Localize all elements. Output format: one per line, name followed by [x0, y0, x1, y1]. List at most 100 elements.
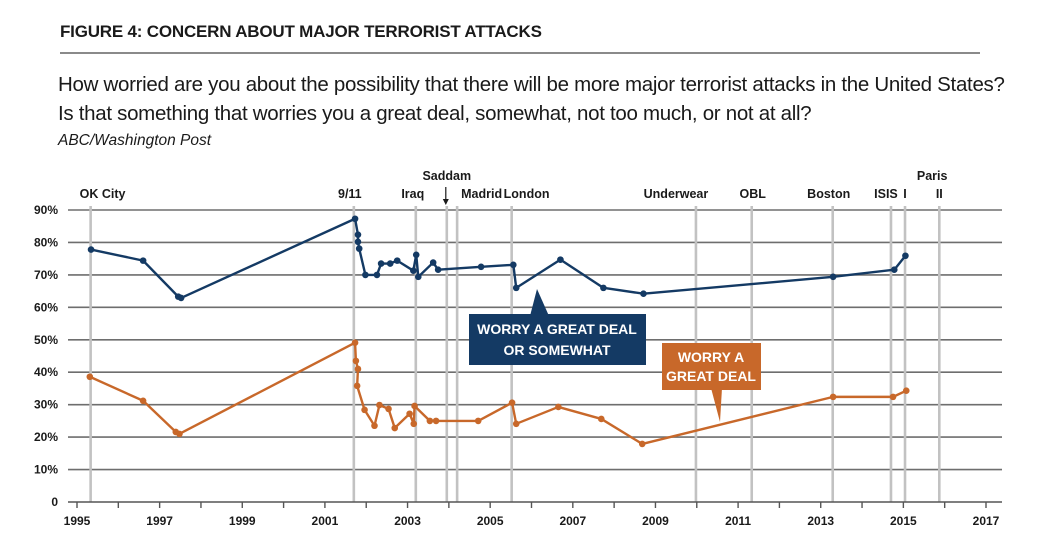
y-tick-label: 10%: [34, 463, 58, 477]
callout-pointer: [711, 388, 722, 422]
data-point: [512, 284, 520, 292]
data-point: [351, 339, 359, 346]
callout-pointer: [530, 289, 549, 316]
event-label: London: [504, 187, 550, 201]
callout-box-blue: [469, 314, 646, 365]
data-point: [406, 410, 413, 418]
data-point: [353, 382, 361, 390]
data-point: [557, 256, 564, 263]
data-point: [510, 261, 517, 269]
series: [86, 215, 910, 448]
data-point: [640, 290, 647, 298]
x-tick-label: 1995: [64, 514, 91, 528]
data-point: [373, 271, 381, 279]
data-point: [351, 215, 359, 223]
data-point: [377, 260, 385, 267]
event-label: Iraq: [401, 187, 424, 201]
callout-label: OR SOMEWHAT: [503, 342, 611, 358]
data-point: [638, 440, 646, 448]
y-tick-label: 0: [51, 495, 58, 509]
callout-label: WORRY A GREAT DEAL: [477, 321, 637, 337]
x-tick-label: 2005: [477, 514, 504, 528]
event-label: Madrid: [461, 187, 502, 201]
figure-title: FIGURE 4: CONCERN ABOUT MAJOR TERRORIST …: [60, 22, 542, 41]
event-label: Boston: [807, 187, 850, 201]
data-point: [412, 251, 420, 259]
callout-label: WORRY A: [678, 349, 744, 365]
data-source: ABC/Washington Post: [58, 132, 212, 149]
data-point: [352, 357, 360, 365]
y-tick-label: 90%: [34, 203, 58, 217]
data-point: [600, 284, 607, 292]
data-point: [139, 397, 147, 405]
data-point: [426, 417, 434, 425]
data-point: [414, 273, 422, 281]
callout-box-orange: [662, 343, 761, 390]
axes: 0 10% 20% 30% 40% 50% 60% 70% 80% 90% 1995 1997 1999…: [34, 203, 1002, 528]
survey-question: How worried are you about the possibilit…: [58, 73, 1005, 125]
data-point: [87, 246, 95, 253]
data-point: [386, 260, 394, 267]
data-point: [474, 417, 482, 425]
x-tick-label: 2015: [890, 514, 917, 528]
data-point: [176, 430, 183, 438]
data-point: [391, 424, 399, 432]
event-label: 9/11: [338, 187, 362, 201]
event-label: ISIS: [874, 187, 898, 201]
data-point: [890, 266, 898, 273]
data-point: [411, 402, 418, 410]
data-point: [361, 406, 368, 414]
data-point: [508, 399, 516, 407]
x-tick-label: 1997: [146, 514, 173, 528]
data-point: [829, 273, 837, 281]
data-point: [385, 405, 392, 413]
x-tick-label: 2003: [394, 514, 421, 528]
data-point: [555, 403, 562, 411]
data-point: [376, 401, 383, 409]
y-tick-label: 60%: [34, 300, 58, 314]
data-point: [139, 257, 147, 264]
data-point: [902, 387, 910, 395]
x-tick-label: 2013: [807, 514, 834, 528]
data-point: [432, 417, 440, 425]
y-tick-label: 30%: [34, 398, 58, 412]
data-point: [355, 245, 363, 252]
series-line-0: [90, 217, 907, 300]
event-label: II: [936, 187, 943, 201]
data-point: [86, 373, 94, 381]
x-tick-label: 2007: [559, 514, 586, 528]
event-label: I: [903, 187, 906, 201]
y-tick-label: 70%: [34, 268, 58, 282]
callout-label: GREAT DEAL: [666, 368, 756, 384]
data-point: [889, 393, 897, 401]
x-tick-label: 2001: [312, 514, 339, 528]
data-point: [598, 415, 605, 423]
event-label: Saddam: [422, 169, 471, 183]
data-point: [434, 266, 442, 273]
data-point: [410, 420, 418, 428]
y-tick-label: 80%: [34, 235, 58, 249]
data-point: [177, 294, 185, 302]
data-point: [410, 267, 417, 274]
data-point: [354, 365, 362, 373]
callouts: WORRY A GREAT DEAL OR SOMEWHAT WORRY A GREA…: [469, 289, 761, 422]
event-label: Underwear: [644, 187, 709, 201]
event-label: OK City: [80, 187, 126, 201]
data-point: [371, 422, 378, 430]
x-tick-label: 2009: [642, 514, 669, 528]
x-tick-label: 2011: [725, 514, 751, 528]
y-tick-label: 20%: [34, 430, 58, 444]
data-point: [362, 271, 369, 279]
y-tick-label: 40%: [34, 365, 58, 379]
data-point: [354, 238, 362, 246]
event-label: OBL: [740, 187, 767, 201]
arrow-head-icon: [442, 199, 449, 205]
data-point: [829, 393, 837, 401]
data-point: [512, 420, 520, 428]
title-divider: [60, 52, 980, 54]
data-point: [429, 259, 437, 266]
x-tick-label: 1999: [229, 514, 256, 528]
event-group-label: Paris: [917, 169, 948, 183]
y-tick-label: 50%: [34, 333, 58, 347]
data-point: [393, 257, 401, 264]
